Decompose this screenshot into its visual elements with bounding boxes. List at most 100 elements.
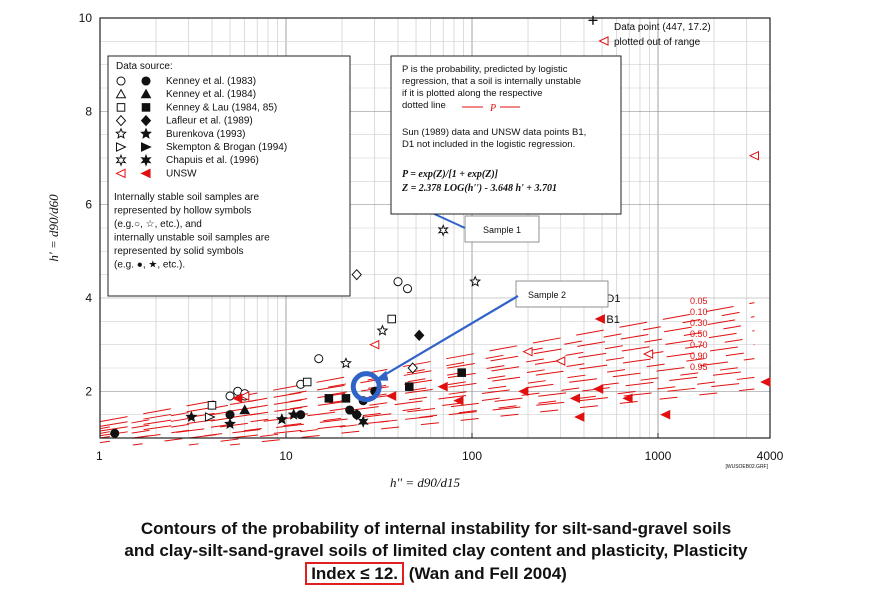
marker-square (457, 368, 466, 377)
contour-line (188, 376, 755, 446)
legend-entry-label: Skempton & Brogan (1994) (166, 142, 287, 153)
marker-circle (345, 405, 355, 415)
marker-diamond (351, 268, 362, 281)
marker-diamond (351, 408, 362, 421)
legend-title: Data source: (116, 61, 173, 72)
marker-bowtie (141, 142, 152, 152)
x-tick-label: 100 (462, 449, 482, 463)
marker-star (340, 357, 352, 369)
marker-circle (393, 277, 403, 287)
info-line: Sun (1989) data and UNSW data points B1, (402, 127, 586, 138)
marker-star (140, 127, 152, 139)
marker-tri-left (386, 391, 397, 401)
marker-plus (588, 15, 598, 25)
marker-tri-left (453, 395, 464, 406)
marker-bowtie (116, 142, 127, 152)
plot-border (99, 17, 771, 439)
sample-2-circle (350, 371, 382, 403)
contour-line (132, 365, 755, 446)
marker-square (341, 394, 351, 403)
sample-2-arrow (377, 295, 519, 380)
legend-note-line: (e.g. ●, ★, etc.). (114, 260, 185, 271)
info-line: regression, that a soil is internally un… (402, 76, 581, 87)
marker-tri-left (518, 386, 529, 397)
marker-diamond (115, 114, 127, 127)
caption-line-3: Index ≤ 12. (Wan and Fell 2004) (0, 562, 872, 585)
info-p-symbol: P (489, 103, 496, 114)
contour-label: 0.95 (690, 362, 708, 372)
marker-star (115, 127, 127, 139)
sample-2-label: Sample 2 (528, 290, 566, 300)
marker-star (287, 408, 300, 420)
contour-label: 0.10 (690, 307, 708, 317)
x-tick-label: 1000 (645, 449, 672, 463)
marker-bowtie (204, 412, 216, 422)
marker-triangle (115, 88, 127, 99)
grf-tag: [WUSOEB02.GRF] (725, 464, 768, 470)
marker-tri-left (642, 349, 654, 359)
marker-tri-left (760, 377, 771, 387)
legend-note-line: (e.g.○, ☆, etc.), and (114, 219, 202, 230)
probability-contours: 0.050.100.300.500.700.900.95 (99, 296, 755, 446)
legend-note-line: Internally stable soil samples are (114, 192, 260, 203)
contour-line (229, 381, 755, 439)
contour-line (99, 323, 755, 434)
contour-line (99, 330, 755, 432)
sample-1-callout-box (464, 215, 540, 243)
marker-tri-left (574, 412, 585, 422)
marker-square (116, 103, 126, 112)
marker-diamond (414, 329, 425, 342)
marker-tri-left (660, 409, 671, 420)
contour-line (99, 309, 755, 430)
contour-label: 0.70 (690, 340, 708, 350)
info-line: P is the probability, predicted by logis… (402, 64, 568, 75)
point-label: B1 (606, 314, 619, 326)
marker-circle (141, 76, 151, 86)
contour-label: 0.50 (690, 329, 708, 339)
info-line: D1 not included in the logistic regressi… (402, 139, 575, 150)
marker-circle (314, 354, 324, 364)
info-box (390, 55, 622, 215)
marker-square (302, 377, 312, 387)
x-tick-label: 10 (279, 449, 293, 463)
y-tick-label: 10 (79, 11, 93, 25)
probability-chart: 0.050.100.300.500.700.900.95 1 10 100 1000 4… (46, 11, 784, 490)
contour-line (99, 337, 755, 439)
marker-tri-left (593, 384, 604, 394)
marker-hexstar (437, 223, 449, 237)
marker-hexstar (140, 153, 152, 167)
chart-axes: 1 10 100 1000 4000 2 4 6 8 10 h'' = d90/d15 h' = d9… (46, 11, 784, 490)
marker-diamond (140, 114, 152, 127)
marker-star (224, 417, 236, 430)
marker-circle (110, 428, 120, 438)
contour-label: 0.90 (690, 351, 708, 361)
contour-line (99, 302, 755, 423)
marker-tri-left (115, 168, 126, 179)
marker-tri-left (437, 381, 448, 392)
plot-frame (99, 17, 771, 439)
legend-note-line: represented by hollow symbols (114, 206, 251, 217)
contour-line (99, 351, 755, 444)
caption-citation: (Wan and Fell 2004) (408, 564, 567, 583)
plasticity-index-highlight: Index ≤ 12. (305, 562, 404, 585)
marker-star (469, 275, 482, 287)
y-tick-label: 8 (85, 104, 92, 118)
marker-star (376, 324, 389, 336)
marker-circle (225, 410, 235, 420)
data-points: D1 B1 (110, 15, 771, 438)
marker-tri-left (748, 150, 760, 161)
marker-tri-left (232, 393, 243, 404)
legend-entry-label: Lafleur et al. (1989) (166, 116, 253, 127)
x-axis-label: h'' = d90/d15 (390, 475, 460, 490)
marker-hexstar (115, 153, 127, 167)
info-formula-2: Z = 2.378 LOG(h'') - 3.648 h' + 3.701 (401, 183, 557, 194)
caption-line-2: and clay-silt-sand-gravel soils of limit… (124, 541, 748, 560)
y-tick-label: 6 (85, 198, 92, 212)
chart-annotations: Sample 1 Sample 2 (350, 186, 609, 403)
contour-label: 0.30 (690, 318, 708, 328)
sample-2-arrowhead (374, 370, 389, 381)
legend-entry-label: Chapuis et al. (1996) (166, 155, 259, 166)
marker-tri-left (239, 391, 250, 401)
legend-entry-label: Kenney et al. (1983) (166, 76, 256, 87)
sample-2-callout-box (515, 280, 609, 308)
